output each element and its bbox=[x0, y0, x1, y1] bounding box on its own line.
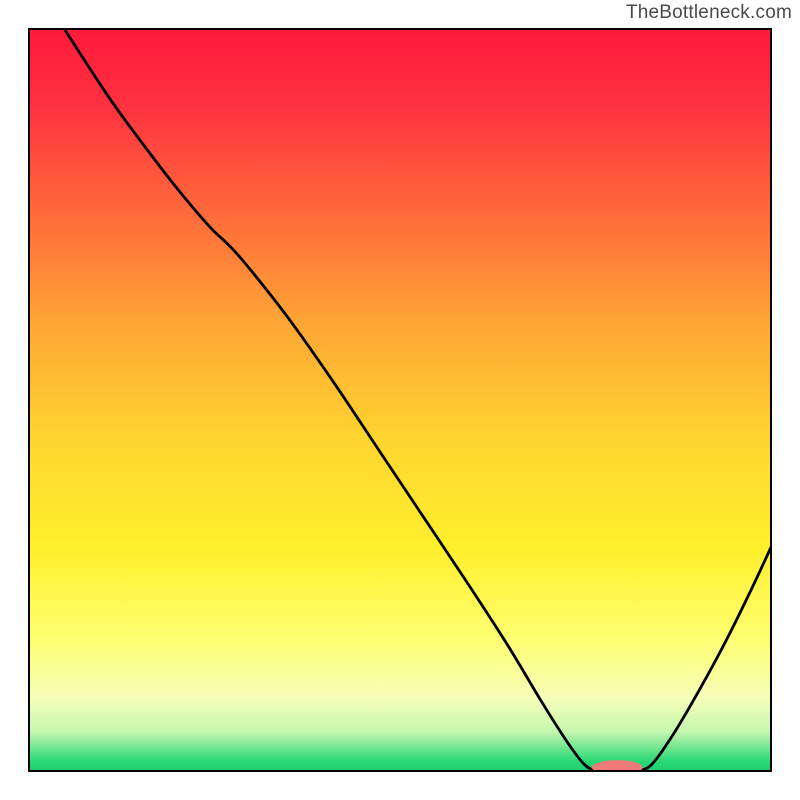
chart-svg bbox=[28, 28, 772, 772]
plot-area bbox=[28, 28, 772, 772]
chart-container: TheBottleneck.com bbox=[0, 0, 800, 800]
attribution-label: TheBottleneck.com bbox=[626, 2, 792, 24]
